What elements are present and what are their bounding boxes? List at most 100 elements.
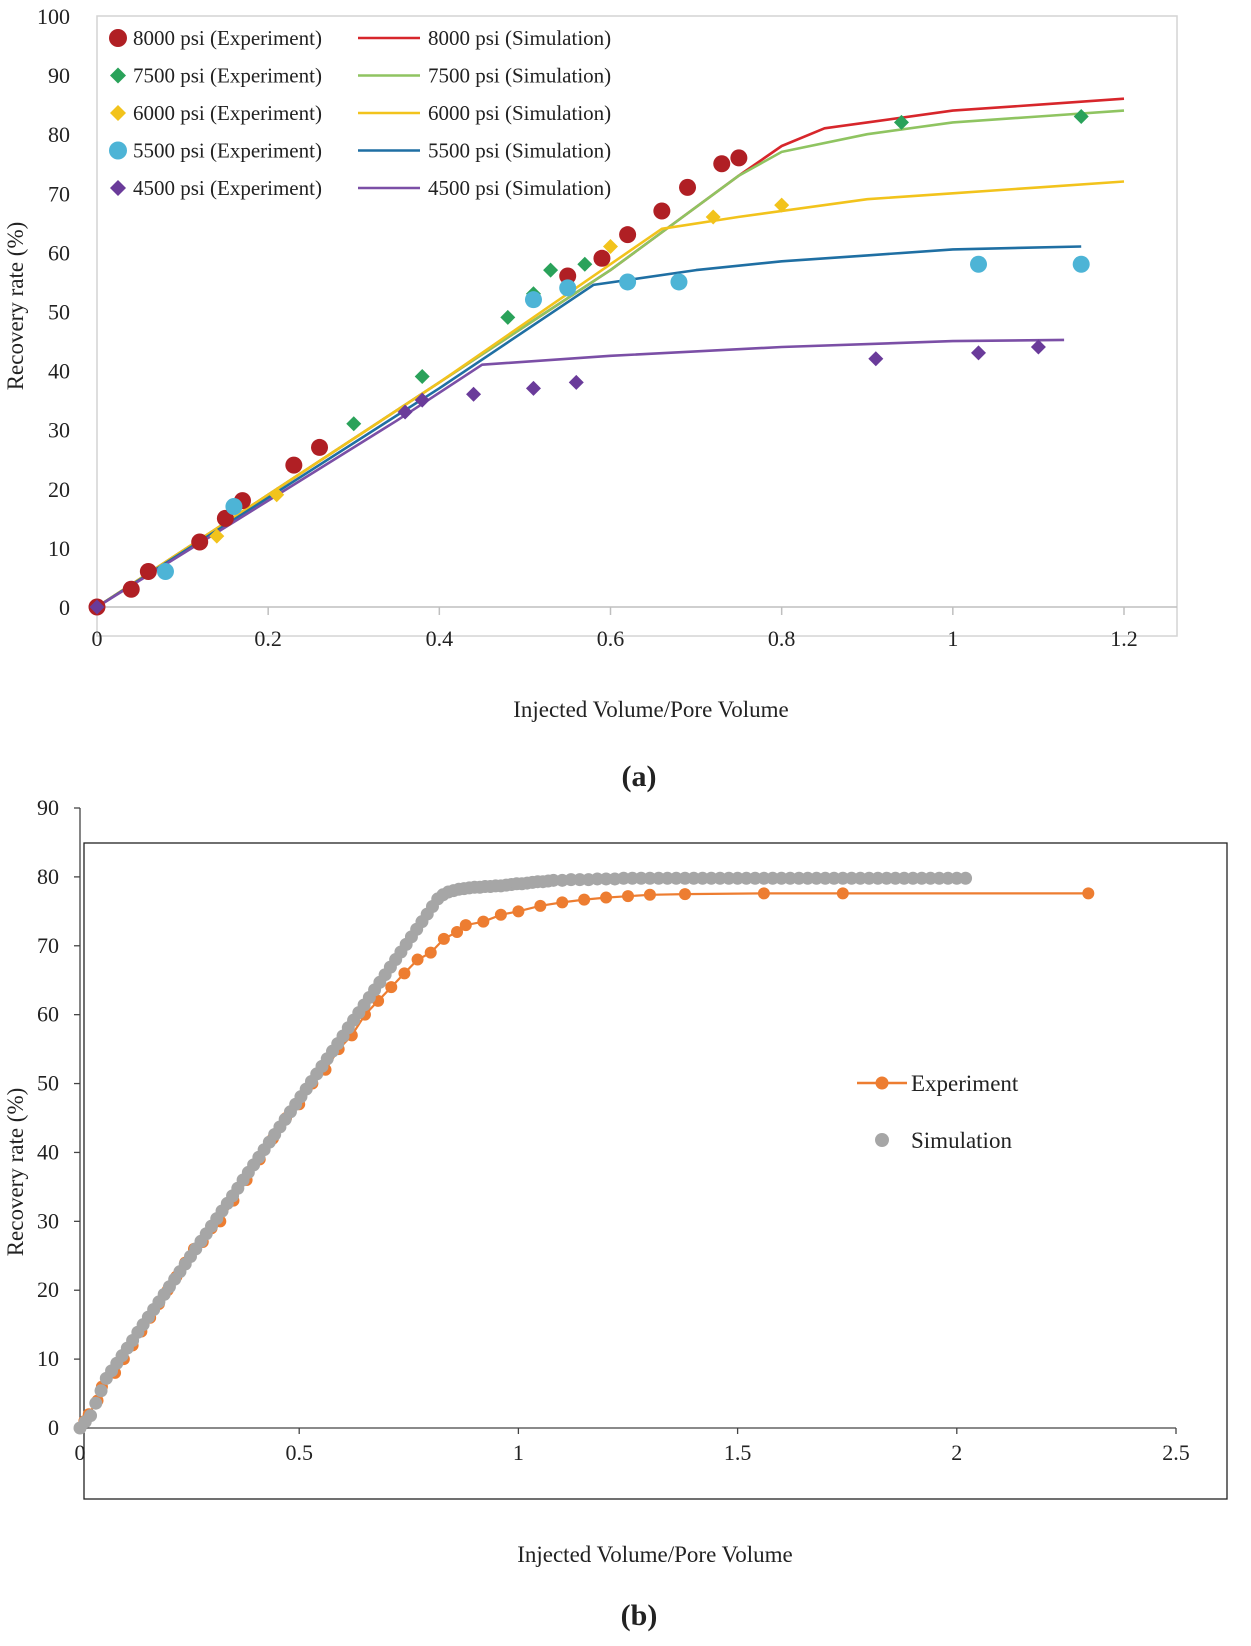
chart-a: 0 0.2 0.4 0.6 0.8 1 1.20102030405060708090100 … xyxy=(3,4,1178,793)
legend-label-experiment: Experiment xyxy=(911,1071,1019,1096)
data-point-experiment xyxy=(643,888,656,901)
data-point-experiment xyxy=(398,967,411,980)
data-point-6000-psi-experiment xyxy=(269,487,285,503)
chart-a-x-tick-label: 0 xyxy=(92,626,103,651)
data-point-8000-psi-experiment xyxy=(713,155,731,173)
legend-marker-6000-psi-experiment xyxy=(110,105,126,121)
chart-a-ticks: 0 0.2 0.4 0.6 0.8 1 1.2 0 10 20 30 40 50 60 70 80 90 100 xyxy=(37,4,1177,651)
chart-b-y-tick-label: 30 xyxy=(37,1208,59,1233)
chart-a-simulation-lines xyxy=(96,97,1125,609)
legend-label-7500-psi-experiment: 7500 psi (Experiment) xyxy=(133,64,322,88)
data-point-5500-psi-experiment xyxy=(156,563,174,581)
chart-b: 0 10 20 30 40 50 60 70 80 90 0 0.5 1 1.5 2 2.5 Experime… xyxy=(3,795,1228,1632)
legend-marker-8000-psi-experiment xyxy=(109,29,127,47)
data-point-4500-psi-experiment xyxy=(525,380,541,396)
data-point-8000-psi-experiment xyxy=(619,226,637,244)
chart-b-y-axis-title: Recovery rate (%) xyxy=(3,1088,28,1257)
data-point-7500-psi-experiment xyxy=(1073,108,1089,124)
chart-b-y-tick-label: 90 xyxy=(37,795,59,820)
chart-b-plot-area xyxy=(83,842,1228,1500)
data-point-8000-psi-experiment xyxy=(730,149,748,167)
chart-a-y-tick-label: 60 xyxy=(48,240,70,265)
chart-a-x-tick-label: 0.8 xyxy=(768,626,796,651)
chart-a-panel-label: (a) xyxy=(622,760,657,793)
chart-b-series xyxy=(73,871,1095,1435)
chart-a-y-tick-label: 10 xyxy=(48,536,70,561)
chart-a-y-tick-label: 80 xyxy=(48,122,70,147)
data-point-5500-psi-experiment xyxy=(524,291,542,309)
chart-a-y-tick-label: 90 xyxy=(48,63,70,88)
chart-b-y-tick-label: 80 xyxy=(37,864,59,889)
legend-label-4500-psi-experiment: 4500 psi (Experiment) xyxy=(133,176,322,200)
chart-a-y-axis-title: Recovery rate (%) xyxy=(3,222,28,391)
chart-b-panel-label: (b) xyxy=(621,1599,658,1632)
chart-b-x-tick-label: 1 xyxy=(513,1440,524,1465)
data-point-8000-psi-experiment xyxy=(311,438,329,456)
data-point-8000-psi-experiment xyxy=(679,178,697,196)
data-point-6000-psi-experiment xyxy=(603,238,618,254)
data-point-7500-psi-experiment xyxy=(414,369,430,385)
data-point-8000-psi-experiment xyxy=(653,202,671,220)
legend-label-7500-psi-simulation: 7500 psi (Simulation) xyxy=(428,64,611,88)
data-point-8000-psi-experiment xyxy=(559,267,577,285)
chart-b-y-tick-label: 60 xyxy=(37,1002,59,1027)
legend-marker-simulation xyxy=(875,1133,889,1147)
data-point-5500-psi-experiment xyxy=(670,273,688,291)
data-point-8000-psi-experiment xyxy=(139,563,157,581)
data-point-experiment xyxy=(424,946,437,959)
data-point-experiment xyxy=(836,887,849,900)
data-point-4500-psi-experiment xyxy=(414,392,430,408)
legend-label-8000-psi-experiment: 8000 psi (Experiment) xyxy=(133,26,322,50)
data-point-4500-psi-experiment xyxy=(466,386,482,402)
legend-marker-4500-psi-experiment xyxy=(110,180,126,196)
data-point-7500-psi-experiment xyxy=(500,309,516,325)
data-point-4500-psi-experiment xyxy=(1030,339,1046,355)
data-point-4500-psi-experiment xyxy=(971,345,987,361)
data-point-8000-psi-experiment xyxy=(285,456,303,474)
data-point-8000-psi-experiment xyxy=(216,509,234,527)
chart-a-y-tick-label: 30 xyxy=(48,418,70,443)
data-point-5500-psi-experiment xyxy=(619,273,637,291)
data-point-experiment xyxy=(451,926,464,938)
data-point-4500-psi-experiment xyxy=(89,599,105,615)
chart-a-y-tick-label: 50 xyxy=(48,300,70,325)
data-point-4500-psi-experiment xyxy=(397,404,413,420)
chart-b-y-tick-label: 10 xyxy=(37,1346,59,1371)
data-point-8000-psi-experiment xyxy=(593,249,611,267)
series-line-5500-psi-simulation xyxy=(96,245,1082,609)
data-point-5500-psi-experiment xyxy=(1072,255,1090,273)
data-point-8000-psi-experiment xyxy=(122,580,140,598)
legend-label-5500-psi-simulation: 5500 psi (Simulation) xyxy=(428,139,611,163)
legend-label-5500-psi-experiment: 5500 psi (Experiment) xyxy=(133,139,322,163)
chart-a-y-tick-label: 0 xyxy=(59,595,70,620)
data-point-experiment xyxy=(459,919,472,932)
legend-label-8000-psi-simulation: 8000 psi (Simulation) xyxy=(428,26,611,50)
data-point-experiment xyxy=(494,908,507,921)
chart-a-experiment-points xyxy=(88,108,1090,616)
data-point-experiment xyxy=(411,953,424,966)
chart-a-y-tick-label: 40 xyxy=(48,359,70,384)
chart-b-x-axis-title: Injected Volume/Pore Volume xyxy=(517,1542,793,1567)
chart-a-x-tick-label: 0.6 xyxy=(597,626,625,651)
legend-label-4500-psi-simulation: 4500 psi (Simulation) xyxy=(428,176,611,200)
data-point-6000-psi-experiment xyxy=(705,209,721,225)
data-point-5500-psi-experiment xyxy=(225,498,243,516)
chart-a-y-tick-label: 70 xyxy=(48,181,70,206)
legend-marker-5500-psi-experiment xyxy=(109,141,127,160)
chart-b-y-tick-label: 50 xyxy=(37,1071,59,1096)
data-point-7500-psi-experiment xyxy=(346,416,362,432)
data-point-experiment xyxy=(385,981,398,994)
chart-b-legend: Experiment Simulation xyxy=(857,1071,1019,1153)
legend-marker-experiment xyxy=(875,1076,889,1090)
chart-b-ticks: 0 10 20 30 40 50 60 70 80 90 0 0.5 1 1.5 2 2.5 xyxy=(37,795,1190,1465)
data-point-experiment xyxy=(578,893,591,906)
data-point-7500-psi-experiment xyxy=(577,256,593,272)
chart-a-legend: 8000 psi (Experiment) 7500 psi (Experimen… xyxy=(109,26,611,200)
data-point-experiment xyxy=(534,899,547,912)
data-point-experiment xyxy=(477,915,490,928)
data-point-experiment xyxy=(600,891,613,904)
chart-b-y-tick-label: 20 xyxy=(37,1277,59,1302)
legend-marker-7500-psi-experiment xyxy=(110,67,126,84)
chart-b-y-tick-label: 70 xyxy=(37,933,59,958)
